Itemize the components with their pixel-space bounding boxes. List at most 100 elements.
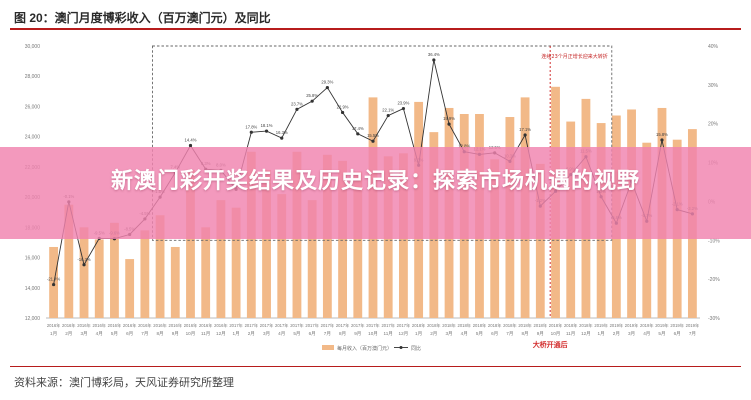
x-tick-label-month: 5月 — [111, 331, 118, 337]
revenue-bar — [186, 169, 195, 318]
x-tick-label: 2016年 — [123, 322, 137, 329]
y-left-tick-label: 12,000 — [25, 316, 41, 322]
x-tick-label-month: 6月 — [126, 331, 133, 337]
legend-bar-label: 每月收入（百万澳门元） — [337, 345, 392, 352]
x-tick-label: 2016年 — [47, 322, 61, 329]
x-tick-label: 2017年 — [305, 322, 319, 329]
annotation-box-label: 连续23个月正增长迎来大转折 — [541, 53, 607, 60]
x-tick-label-month: 4月 — [278, 331, 285, 337]
x-tick-label-month: 5月 — [476, 331, 483, 337]
revenue-bar — [94, 239, 104, 318]
revenue-bar — [201, 227, 211, 318]
x-tick-label: 2018年 — [534, 322, 548, 329]
x-tick-label: 2019年 — [655, 322, 669, 329]
x-tick-label: 2019年 — [640, 322, 654, 329]
x-tick-label-month: 12月 — [399, 331, 409, 337]
yoy-data-label: 17.8% — [245, 124, 257, 129]
x-tick-label: 2019年 — [594, 322, 608, 329]
yoy-point — [356, 132, 360, 136]
revenue-bar — [262, 169, 271, 318]
x-tick-label-month: 7月 — [324, 331, 331, 337]
yoy-point — [386, 113, 390, 118]
y-left-tick-label: 26,000 — [25, 104, 41, 110]
x-tick-label: 2018年 — [473, 322, 487, 329]
yoy-point — [188, 143, 193, 148]
yoy-data-label: 12.8% — [458, 144, 470, 149]
x-tick-label: 2016年 — [108, 322, 122, 329]
x-tick-label-month: 5月 — [658, 331, 665, 337]
x-tick-label-month: 1月 — [50, 331, 57, 337]
x-tick-label-month: 2月 — [613, 331, 620, 337]
annotation-box — [152, 45, 613, 241]
title-rule — [10, 28, 741, 30]
x-tick-label-month: 7月 — [689, 331, 696, 337]
x-tick-label-month: 1月 — [598, 331, 605, 337]
revenue-bar — [110, 222, 119, 318]
x-tick-label: 2018年 — [427, 322, 441, 329]
x-tick-label: 2018年 — [579, 322, 593, 329]
x-tick-label: 2018年 — [412, 322, 426, 329]
legend-bar-swatch — [322, 345, 334, 350]
y-right-tick-label: 30% — [708, 83, 719, 89]
yoy-point — [371, 139, 375, 143]
yoy-data-label: 23.9% — [397, 101, 409, 106]
y-right-tick-label: 20% — [708, 122, 719, 128]
x-tick-label: 2018年 — [488, 322, 502, 329]
x-tick-label: 2016年 — [77, 322, 91, 329]
yoy-data-label: 18.1% — [261, 123, 273, 128]
x-tick-label-month: 1月 — [415, 331, 422, 337]
revenue-bar — [170, 246, 180, 318]
x-tick-label-month: 12月 — [216, 331, 226, 337]
x-tick-label-month: 9月 — [537, 331, 544, 337]
revenue-bar — [140, 230, 150, 318]
x-tick-label: 2016年 — [138, 322, 152, 329]
x-tick-label-month: 11月 — [384, 331, 393, 337]
y-right-tick-label: 40% — [708, 44, 719, 50]
revenue-bar — [338, 160, 347, 318]
yoy-point — [310, 99, 314, 103]
yoy-point — [660, 138, 664, 142]
revenue-bar — [231, 207, 241, 318]
yoy-data-label: 15.5% — [367, 133, 379, 138]
x-tick-label-month: 4月 — [461, 331, 468, 337]
x-tick-label-month: 10月 — [186, 331, 196, 337]
yoy-point — [249, 130, 253, 134]
yoy-data-label: -16.3% — [77, 257, 91, 262]
source-note: 资料来源：澳门博彩局，天风证券研究所整理 — [14, 377, 234, 389]
x-tick-label-month: 8月 — [522, 331, 529, 337]
yoy-point — [82, 263, 86, 267]
x-tick-label-month: 5月 — [293, 331, 300, 337]
yoy-point — [264, 129, 269, 133]
overlay-banner: 新澳门彩开奖结果及历史记录：探索市场机遇的视野 — [0, 147, 751, 239]
x-tick-label: 2016年 — [184, 322, 198, 329]
revenue-bar — [79, 227, 89, 318]
x-tick-label-month: 7月 — [141, 331, 148, 337]
y-left-tick-label: 14,000 — [25, 286, 41, 292]
revenue-bar — [277, 194, 287, 318]
x-tick-label: 2018年 — [549, 322, 563, 329]
x-tick-label-month: 8月 — [156, 331, 163, 337]
yoy-point — [523, 133, 527, 137]
y-left-tick-label: 30,000 — [25, 44, 41, 50]
x-tick-label-month: 6月 — [674, 331, 681, 337]
yoy-data-label: 19.9% — [443, 116, 455, 121]
revenue-bar — [155, 215, 165, 318]
x-tick-label: 2019年 — [610, 322, 624, 329]
revenue-bar — [64, 204, 74, 318]
x-tick-label-month: 12月 — [581, 331, 591, 337]
x-tick-label: 2019年 — [670, 322, 684, 329]
x-tick-label: 2016年 — [214, 322, 228, 329]
revenue-bar — [307, 200, 317, 318]
x-tick-label: 2017年 — [245, 322, 259, 329]
x-tick-label: 2017年 — [381, 322, 395, 329]
yoy-data-label: 22.1% — [382, 108, 394, 113]
x-tick-label-month: 3月 — [263, 331, 270, 337]
yoy-point — [280, 136, 284, 140]
x-tick-label-month: 4月 — [643, 331, 650, 337]
x-tick-label-month: 11月 — [201, 331, 210, 337]
y-left-tick-label: 28,000 — [25, 74, 41, 80]
y-right-tick-label: -20% — [708, 277, 720, 283]
x-tick-label-month: 4月 — [96, 331, 103, 337]
x-tick-label-month: 9月 — [354, 331, 361, 337]
y-left-tick-label: 16,000 — [25, 256, 41, 262]
